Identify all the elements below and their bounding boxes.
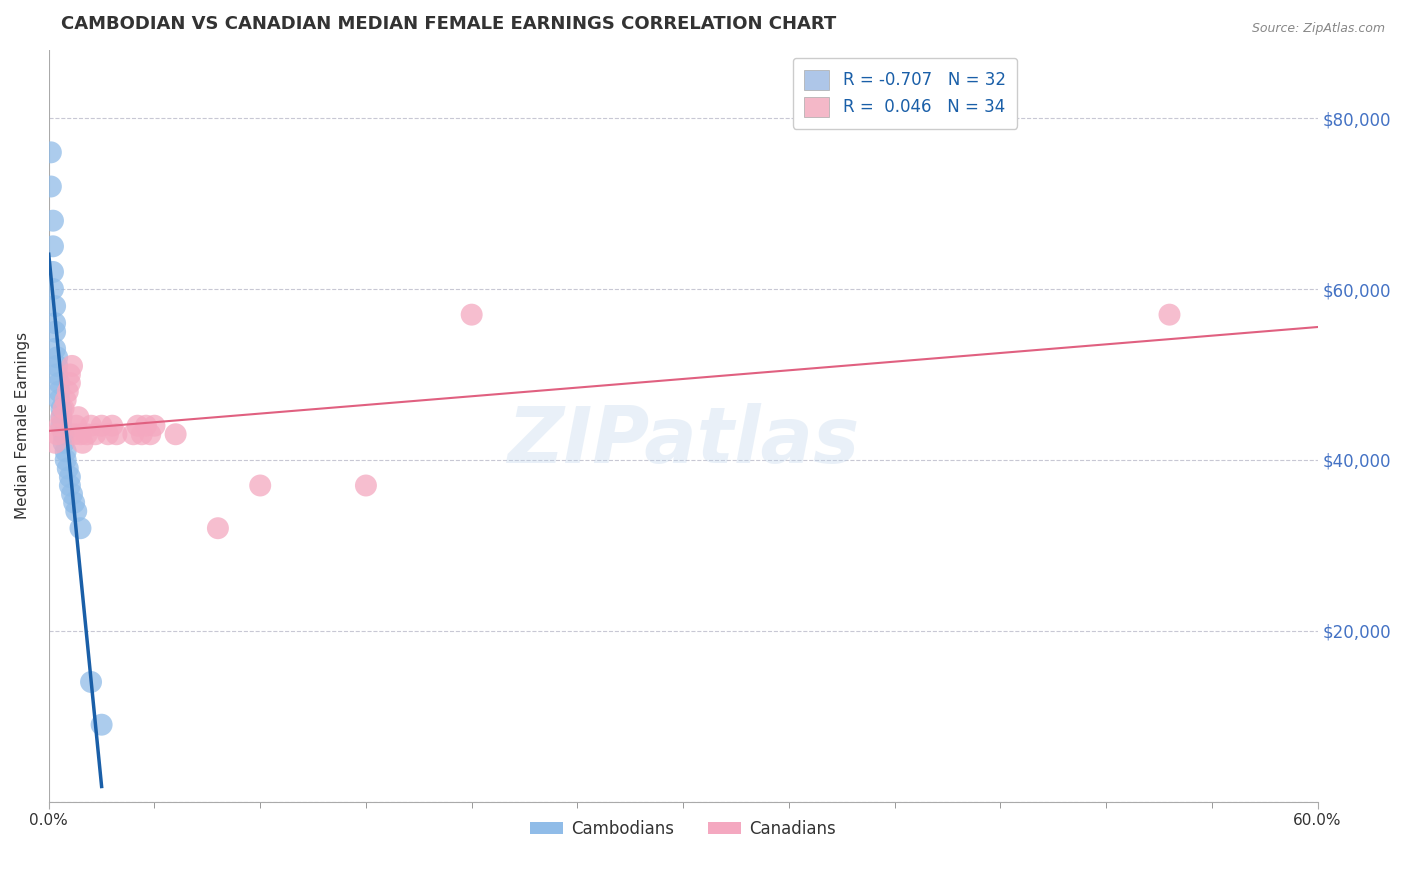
Point bbox=[51, 410, 73, 425]
Point bbox=[97, 427, 120, 442]
Point bbox=[42, 265, 65, 279]
Point bbox=[69, 521, 91, 535]
Point bbox=[56, 384, 79, 399]
Point bbox=[90, 418, 112, 433]
Point bbox=[46, 427, 69, 442]
Point bbox=[52, 401, 75, 416]
Point bbox=[52, 435, 75, 450]
Point bbox=[44, 299, 66, 313]
Point bbox=[80, 675, 103, 690]
Point bbox=[207, 521, 229, 535]
Text: CAMBODIAN VS CANADIAN MEDIAN FEMALE EARNINGS CORRELATION CHART: CAMBODIAN VS CANADIAN MEDIAN FEMALE EARN… bbox=[62, 15, 837, 33]
Point bbox=[52, 427, 75, 442]
Point bbox=[122, 427, 145, 442]
Legend: Cambodians, Canadians: Cambodians, Canadians bbox=[522, 811, 845, 846]
Point bbox=[460, 308, 482, 322]
Point bbox=[42, 282, 65, 296]
Point bbox=[139, 427, 162, 442]
Point bbox=[143, 418, 166, 433]
Point bbox=[60, 359, 83, 373]
Point bbox=[80, 418, 103, 433]
Point bbox=[51, 418, 73, 433]
Point bbox=[67, 410, 90, 425]
Text: Source: ZipAtlas.com: Source: ZipAtlas.com bbox=[1251, 22, 1385, 36]
Y-axis label: Median Female Earnings: Median Female Earnings bbox=[15, 332, 30, 519]
Point bbox=[48, 393, 70, 408]
Point bbox=[44, 325, 66, 339]
Point bbox=[51, 410, 73, 425]
Point bbox=[59, 368, 82, 382]
Point bbox=[59, 478, 82, 492]
Point bbox=[46, 359, 69, 373]
Point bbox=[105, 427, 128, 442]
Point bbox=[76, 427, 98, 442]
Point bbox=[56, 461, 79, 475]
Point bbox=[59, 470, 82, 484]
Point bbox=[63, 427, 86, 442]
Point bbox=[69, 427, 91, 442]
Point bbox=[39, 179, 62, 194]
Point bbox=[65, 504, 87, 518]
Point bbox=[42, 213, 65, 227]
Point bbox=[48, 384, 70, 399]
Point bbox=[55, 453, 77, 467]
Point bbox=[55, 393, 77, 408]
Point bbox=[51, 401, 73, 416]
Point bbox=[131, 427, 153, 442]
Point bbox=[249, 478, 271, 492]
Point bbox=[72, 435, 94, 450]
Point bbox=[48, 376, 70, 390]
Point bbox=[39, 145, 62, 160]
Point bbox=[60, 487, 83, 501]
Point bbox=[44, 316, 66, 330]
Text: ZIPatlas: ZIPatlas bbox=[508, 403, 859, 479]
Point bbox=[42, 239, 65, 253]
Point bbox=[48, 418, 70, 433]
Point bbox=[1159, 308, 1181, 322]
Point bbox=[44, 342, 66, 356]
Point bbox=[101, 418, 124, 433]
Point bbox=[84, 427, 107, 442]
Point bbox=[165, 427, 187, 442]
Point bbox=[44, 435, 66, 450]
Point bbox=[55, 444, 77, 458]
Point bbox=[127, 418, 149, 433]
Point bbox=[63, 495, 86, 509]
Point bbox=[135, 418, 157, 433]
Point bbox=[59, 376, 82, 390]
Point bbox=[46, 351, 69, 365]
Point bbox=[354, 478, 377, 492]
Point bbox=[90, 717, 112, 731]
Point bbox=[65, 418, 87, 433]
Point bbox=[46, 368, 69, 382]
